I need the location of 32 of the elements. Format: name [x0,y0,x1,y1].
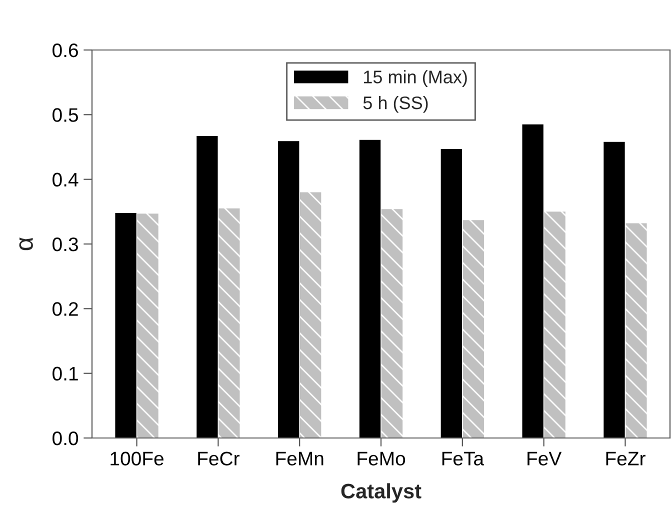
bar [522,124,544,438]
y-tick-label: 0.4 [52,172,78,187]
y-tick-label: 0.5 [52,108,78,122]
bar [196,136,218,438]
legend-label: 5 h (SS) [363,96,428,113]
bar [440,148,462,438]
bar [137,214,158,438]
bar [626,223,647,438]
bar [300,192,322,438]
x-tick-label: FeMo [358,452,406,466]
x-tick-label: FeZr [606,452,646,466]
y-tick-label: 0.0 [52,431,78,446]
bar [381,209,403,438]
bar [115,212,136,438]
bar [359,140,381,438]
x-axis-title: Catalyst [341,483,422,503]
y-tick-label: 0.2 [52,302,78,316]
y-tick-label: 0.1 [52,366,78,381]
y-tick-label: 0.3 [52,237,78,252]
y-axis-title: α [19,237,33,250]
x-tick-label: FeMn [276,452,324,466]
bar [218,208,240,438]
legend-label: 15 min (Max) [364,70,467,87]
x-tick-label: FeCr [198,452,240,466]
bar [462,220,484,438]
bar [278,141,300,438]
bar [544,212,566,438]
bar [604,142,625,438]
x-tick-label: 100Fe [110,452,164,466]
x-tick-label: FeTa [442,452,484,466]
x-tick-label: FeV [528,452,562,466]
y-tick-label: 0.6 [52,43,78,58]
